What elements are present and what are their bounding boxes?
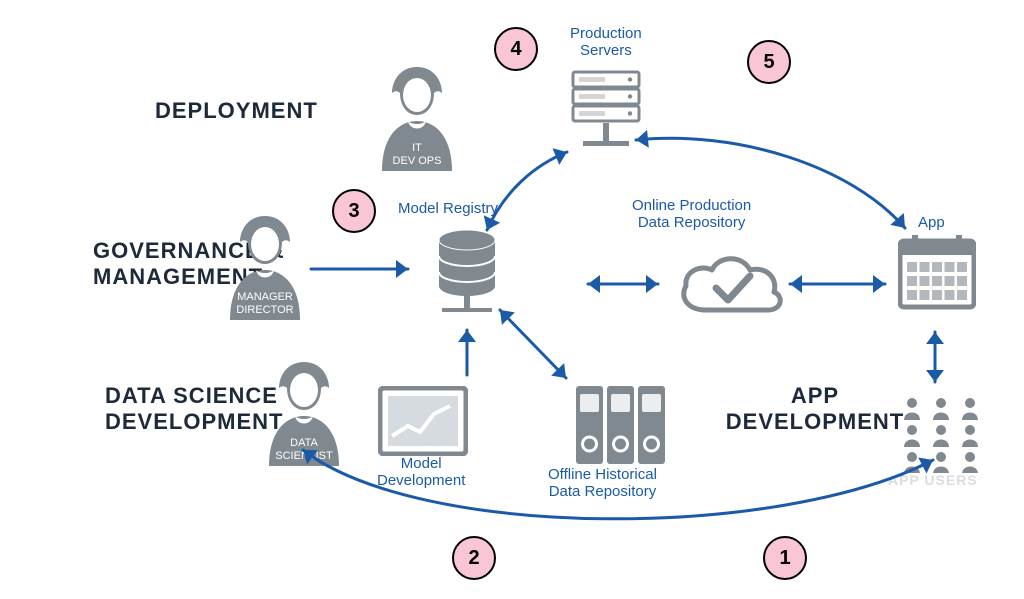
step-badge-4: 4 xyxy=(494,27,538,71)
step-badge-2: 2 xyxy=(452,536,496,580)
production-servers-icon xyxy=(567,70,645,166)
model-development-icon xyxy=(378,386,468,456)
model-registry-label: Model Registry xyxy=(398,200,498,217)
role-manager-icon: MANAGERDIRECTOR xyxy=(220,212,310,320)
svg-text:DATA: DATA xyxy=(290,437,318,449)
arrows-layer xyxy=(0,0,1024,599)
section-label-appdev: APPDEVELOPMENT xyxy=(725,383,905,436)
step-badge-2-num: 2 xyxy=(468,547,479,570)
section-label-deployment: DEPLOYMENT xyxy=(155,98,355,124)
app-label: App xyxy=(918,214,945,231)
svg-text:DEV OPS: DEV OPS xyxy=(393,155,442,167)
svg-text:MANAGER: MANAGER xyxy=(237,291,293,303)
model-registry-icon xyxy=(424,228,510,328)
step-badge-1-num: 1 xyxy=(779,547,790,570)
production-servers-label: ProductionServers xyxy=(570,25,642,60)
step-badge-3: 3 xyxy=(332,189,376,233)
cloud-checkmark-icon xyxy=(670,248,790,328)
step-badge-5-num: 5 xyxy=(763,51,774,74)
offline-repo-label: Offline HistoricalData Repository xyxy=(548,466,657,501)
svg-text:SCIENTIST: SCIENTIST xyxy=(275,450,333,462)
app-users-label: APP USERS xyxy=(888,472,978,488)
step-badge-4-num: 4 xyxy=(510,38,521,61)
step-badge-3-num: 3 xyxy=(348,200,359,223)
svg-text:DIRECTOR: DIRECTOR xyxy=(236,304,293,316)
step-badge-1: 1 xyxy=(763,536,807,580)
online-repo-label: Online ProductionData Repository xyxy=(632,197,751,232)
step-badge-5: 5 xyxy=(747,40,791,84)
role-data-scientist-icon: DATASCIENTIST xyxy=(259,358,349,466)
role-it-devops-icon: ITDEV OPS xyxy=(372,63,462,171)
model-development-label: ModelDevelopment xyxy=(377,455,465,490)
app-calendar-icon xyxy=(898,235,976,311)
svg-text:IT: IT xyxy=(412,142,422,154)
app-users-icon xyxy=(898,393,984,473)
diagram-canvas: DEPLOYMENT GOVERNANCE &MANAGEMENT DATA S… xyxy=(0,0,1024,599)
offline-repo-icon xyxy=(570,382,670,468)
